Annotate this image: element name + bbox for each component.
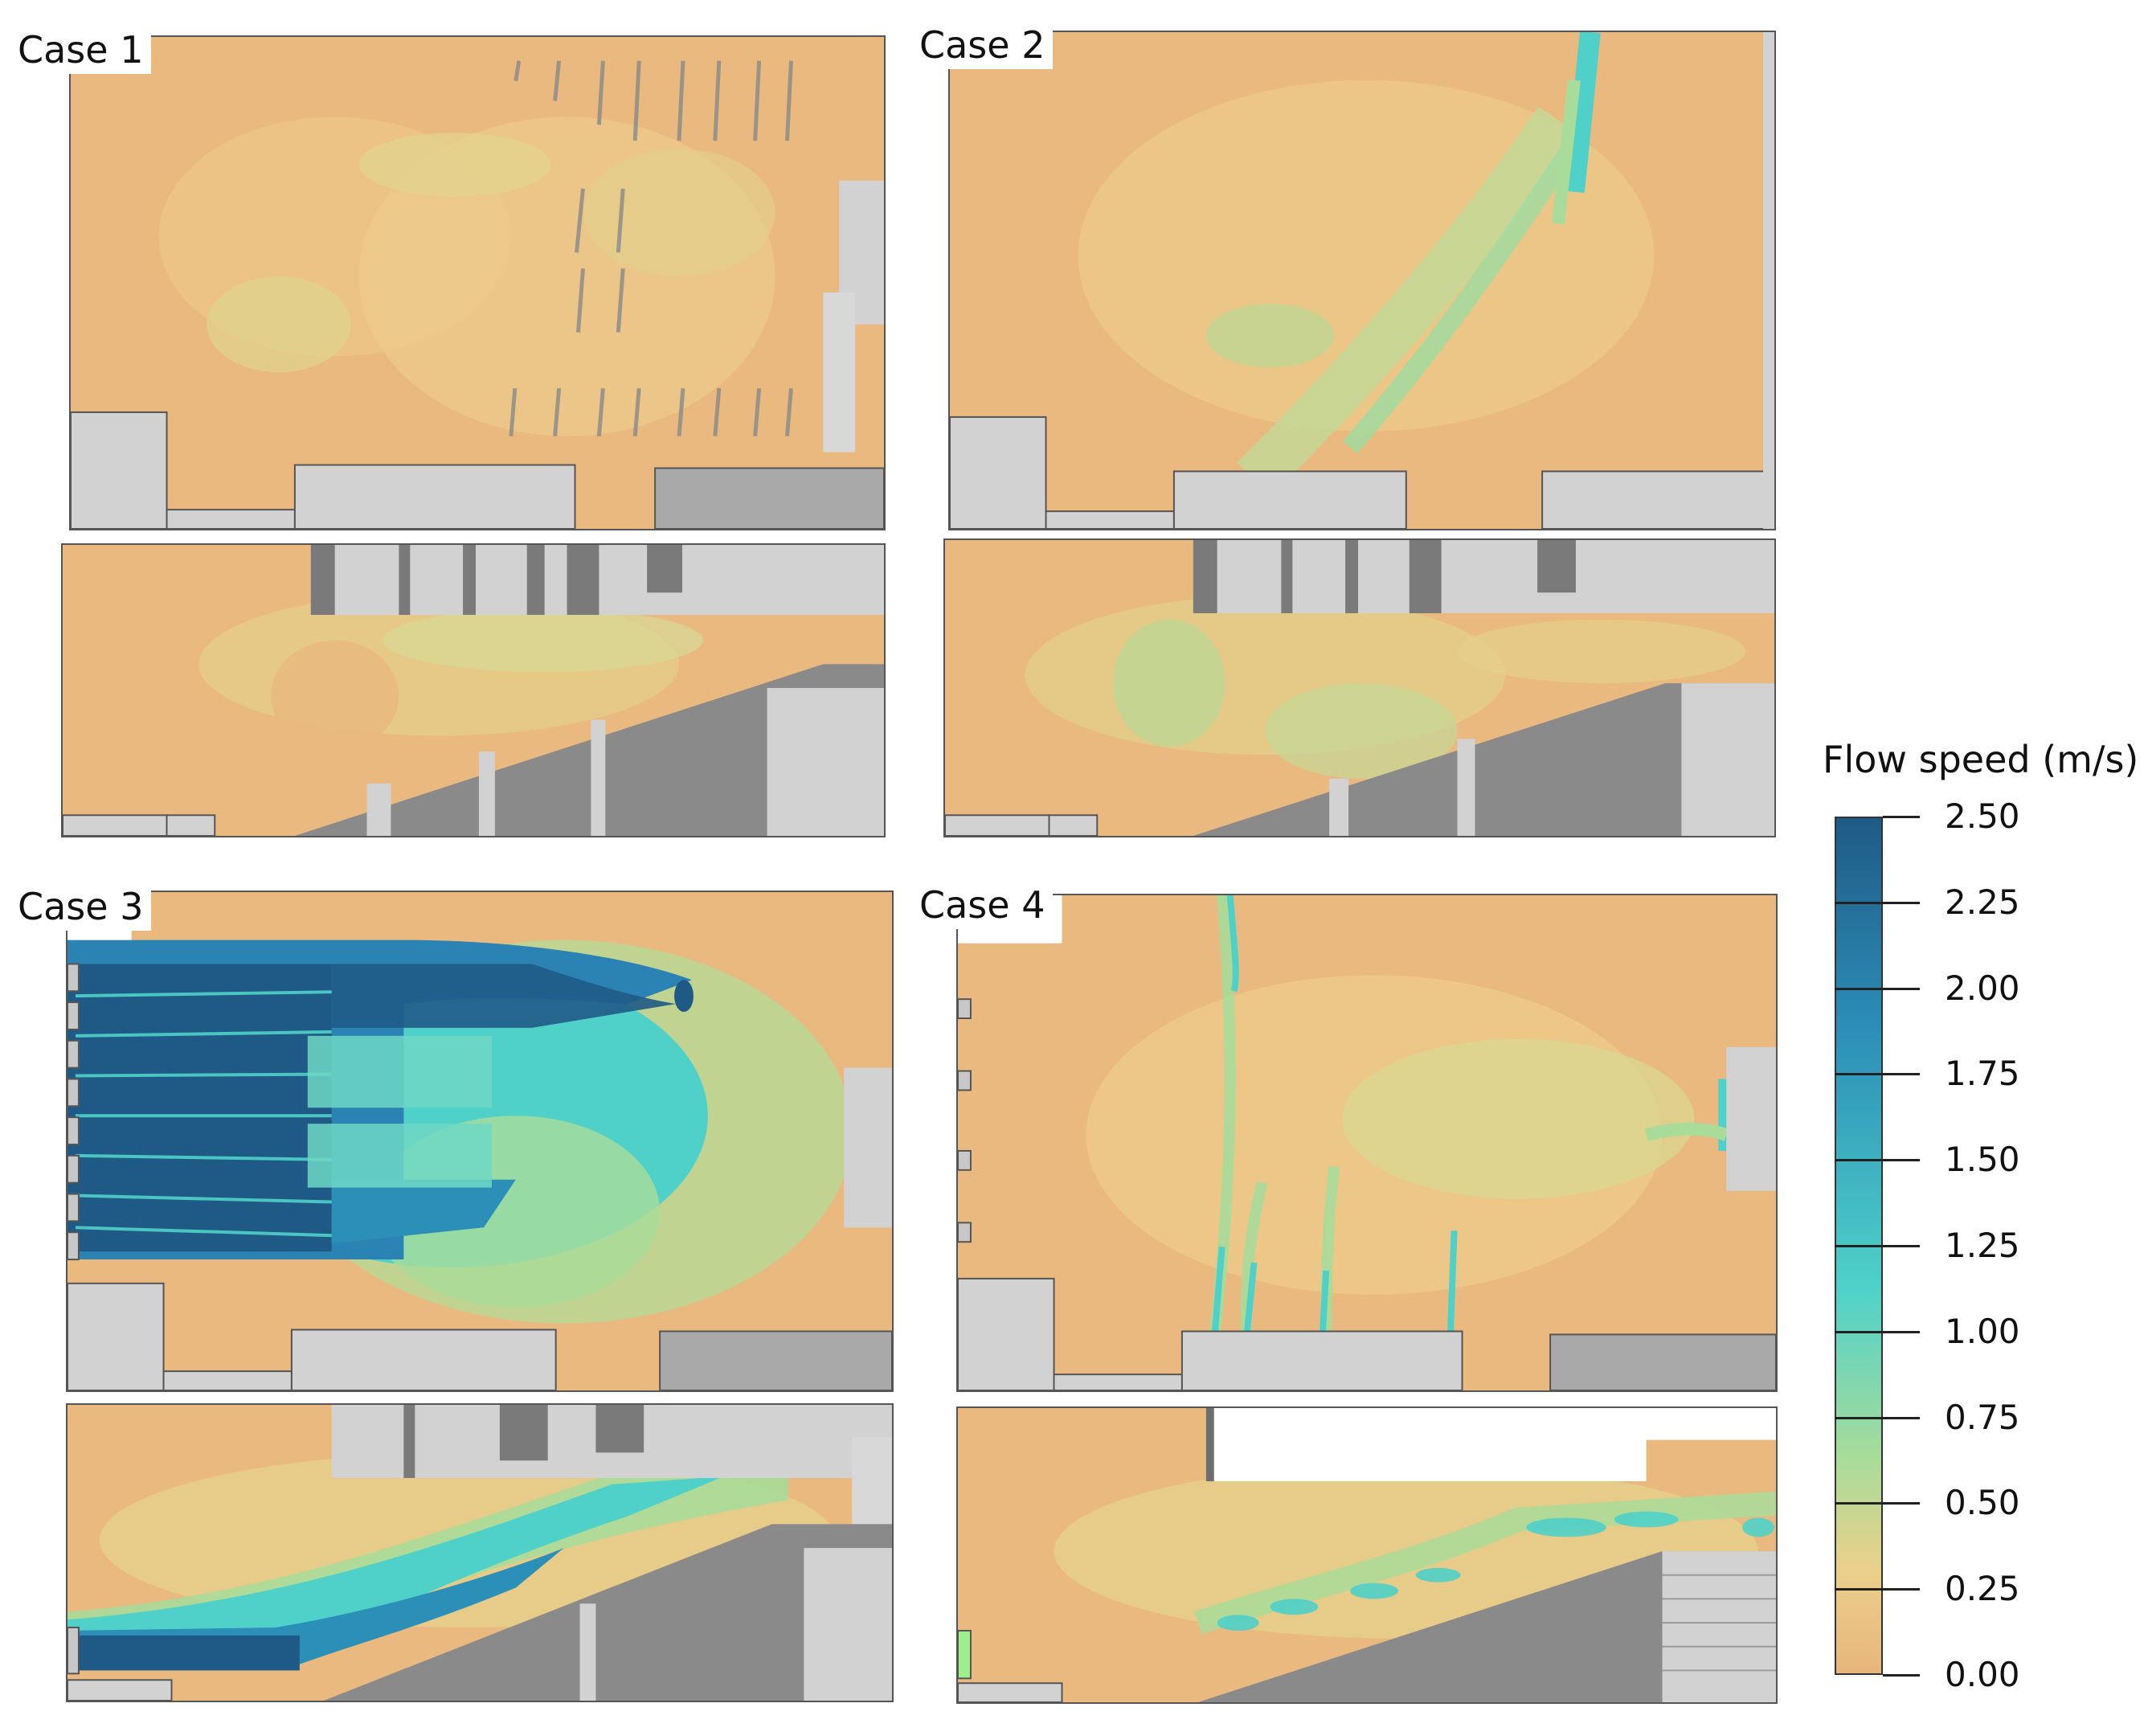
colorbar-tick-mark [1883, 1245, 1920, 1247]
colorbar-tick-mark [1883, 901, 1920, 904]
colorbar-tick-label: 2.25 [1945, 882, 2020, 922]
colorbar-tick-label: 0.25 [1945, 1569, 2020, 1609]
colorbar-tick-inner [1835, 987, 1883, 990]
colorbar-tick-inner [1835, 901, 1883, 904]
colorbar-tick-mark [1883, 987, 1920, 990]
case-1-plan-view [69, 35, 886, 530]
colorbar-tick-inner [1835, 1502, 1883, 1505]
colorbar-tick-label: 1.00 [1945, 1311, 2020, 1351]
colorbar-tick-inner [1835, 1159, 1883, 1162]
colorbar-tick-label: 1.75 [1945, 1054, 2020, 1094]
colorbar-tick-inner [1835, 1245, 1883, 1247]
colorbar-tick-label: 1.50 [1945, 1140, 2020, 1180]
colorbar-tick-mark [1883, 1588, 1920, 1591]
colorbar-tick-label: 1.25 [1945, 1226, 2020, 1265]
colorbar-tick-label: 2.50 [1945, 796, 2020, 836]
case-4-plan-view [956, 894, 1778, 1392]
colorbar-tick-mark [1883, 1159, 1920, 1162]
colorbar-tick-inner [1835, 1330, 1883, 1333]
colorbar-tick-label: 0.50 [1945, 1483, 2020, 1523]
case-3-section-view [66, 1403, 894, 1702]
case-4-label: Case 4 [916, 882, 1054, 929]
case-1-section-view [61, 543, 886, 837]
colorbar-tick-mark [1883, 1416, 1920, 1419]
case-2-plan-view [948, 31, 1776, 530]
case-2-section-view [943, 538, 1776, 837]
colorbar-tick-label: 0.75 [1945, 1397, 2020, 1437]
case-2-label: Case 2 [916, 23, 1054, 69]
case-3-plan-view [66, 891, 894, 1392]
colorbar-tick-inner [1835, 1588, 1883, 1591]
legend-title: Flow speed (m/s) [1823, 738, 2139, 781]
colorbar-tick-inner [1835, 1416, 1883, 1419]
colorbar-tick-label: 2.00 [1945, 968, 2020, 1008]
case-4-section-view [956, 1406, 1778, 1704]
case-1-label: Case 1 [14, 27, 152, 74]
colorbar-tick-inner [1835, 1073, 1883, 1076]
colorbar-tick-mark [1883, 1073, 1920, 1076]
colorbar-tick-mark [1883, 1330, 1920, 1333]
colorbar-tick-label: 0.00 [1945, 1655, 2020, 1694]
colorbar-tick-mark [1883, 816, 1920, 818]
colorbar-tick-mark [1883, 1674, 1920, 1677]
colorbar-tick-mark [1883, 1502, 1920, 1505]
case-3-label: Case 3 [14, 884, 152, 931]
